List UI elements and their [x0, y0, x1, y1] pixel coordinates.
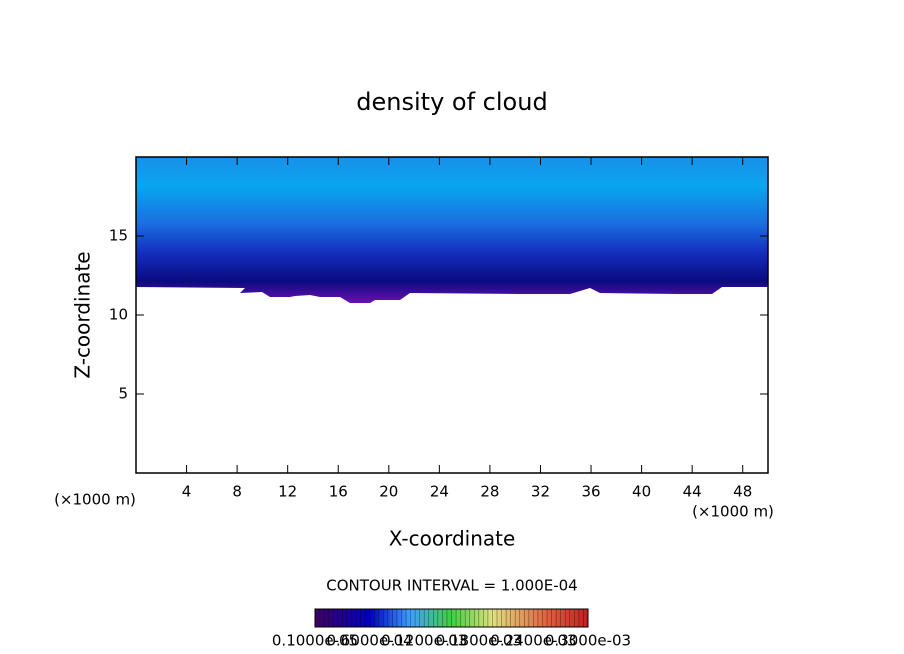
colorbar-label: 0.1200e-03: [381, 632, 467, 650]
colorbar-label: 0.1800e-03: [436, 632, 522, 650]
x-tick-label: 24: [430, 483, 449, 501]
x-tick-label: 44: [683, 483, 702, 501]
colorbar-label: 0.2400e-03: [490, 632, 576, 650]
y-axis-label: Z-coordinate: [71, 251, 95, 378]
y-tick-label: 5: [118, 385, 128, 403]
colorbar-label: 0.6000e-04: [326, 632, 412, 650]
y-tick-label: 10: [109, 306, 128, 324]
x-tick-label: 16: [329, 483, 348, 501]
chart-title: density of cloud: [356, 88, 547, 116]
colorbar-label: 0.1000e-05: [272, 632, 358, 650]
x-axis-label: X-coordinate: [389, 527, 516, 551]
x-tick-label: 20: [379, 483, 398, 501]
colorbar-label: 0.3000e-03: [545, 632, 631, 650]
x-tick-label: 36: [581, 483, 600, 501]
x-tick-label: 12: [278, 483, 297, 501]
x-tick-label: 32: [531, 483, 550, 501]
x-tick-label: 48: [733, 483, 752, 501]
colorbar: 0.1000e-050.6000e-040.1200e-030.1800e-03…: [272, 608, 631, 650]
contour-interval: CONTOUR INTERVAL = 1.000E-04: [326, 577, 577, 595]
y-unit-label: (×1000 m): [54, 491, 136, 509]
y-tick-label: 15: [109, 227, 128, 245]
x-tick-label: 8: [232, 483, 242, 501]
x-tick-label: 40: [632, 483, 651, 501]
x-unit-label: (×1000 m): [692, 503, 774, 521]
x-tick-label: 28: [480, 483, 499, 501]
x-tick-label: 4: [182, 483, 192, 501]
contour-field: [136, 157, 768, 303]
